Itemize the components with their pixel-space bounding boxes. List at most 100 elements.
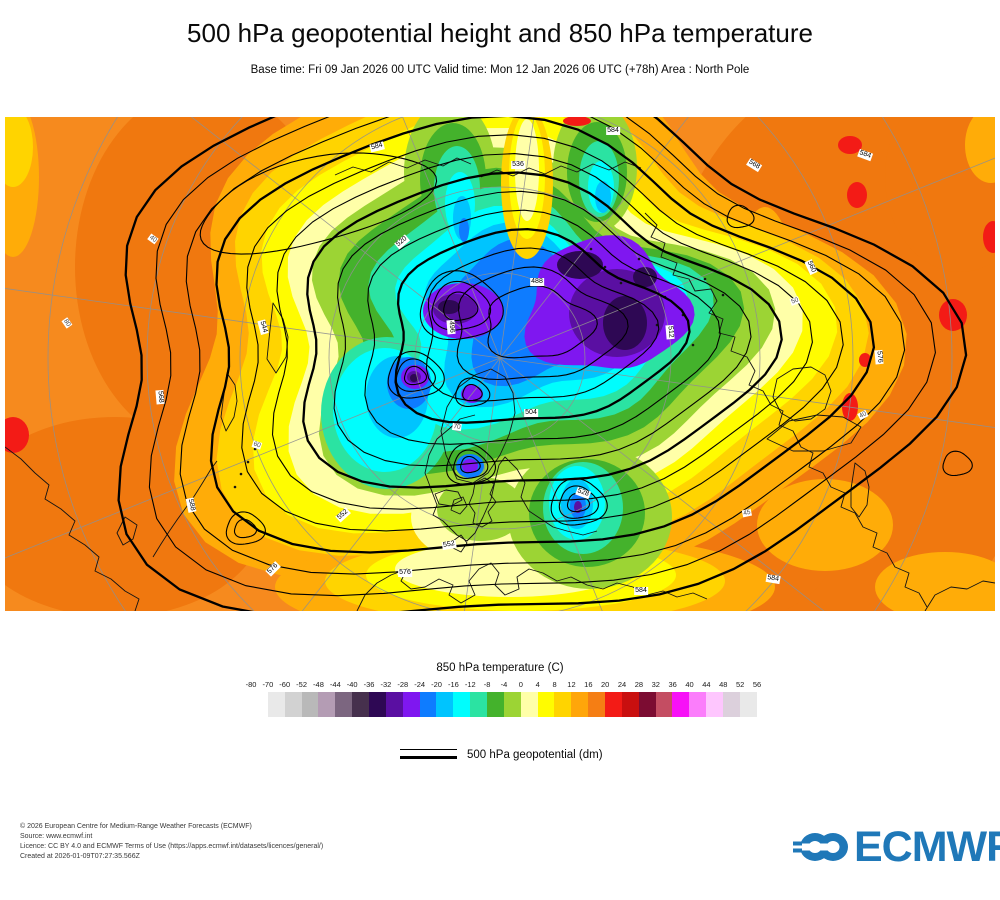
geopotential-thin-line-symbol — [400, 749, 457, 751]
footer-copyright: © 2026 European Centre for Medium-Range … — [20, 823, 252, 830]
temperature-legend-title: 850 hPa temperature (C) — [436, 662, 564, 674]
colorbar-cell — [436, 692, 454, 717]
colorbar-tick-label: 36 — [668, 680, 677, 689]
contour-value-label: 528 — [575, 486, 591, 500]
colorbar-cell — [470, 692, 488, 717]
contour-value-label: 488 — [530, 278, 544, 286]
colorbar-cell — [301, 692, 319, 717]
contour-value-label: 584 — [857, 148, 873, 162]
graticule-value-label: 40 — [147, 233, 159, 245]
colorbar-cell — [638, 692, 656, 717]
colorbar-tick-label: 56 — [752, 680, 762, 689]
footer-created-at: Created at 2026-01-09T07:27:35.566Z — [20, 853, 140, 860]
contour-value-label: 536 — [511, 161, 525, 169]
map-label-overlay: 584 584 584 584 584 588 576 576 576 568 568 560 552 5… — [5, 117, 995, 611]
colorbar-cell — [419, 692, 437, 717]
colorbar-tick-label: 40 — [685, 680, 694, 689]
colorbar-tick-label: -12 — [464, 680, 476, 689]
colorbar-tick-label: -44 — [329, 680, 341, 689]
contour-value-label: 496 — [446, 319, 456, 335]
contour-value-label: 584 — [765, 573, 781, 585]
colorbar-cell — [267, 692, 285, 717]
colorbar-tick-label: -70 — [262, 680, 274, 689]
geopotential-legend-label: 500 hPa geopotential (dm) — [467, 749, 603, 761]
north-pole-weather-map: 584 584 584 584 584 588 576 576 576 568 568 560 552 5… — [5, 117, 995, 611]
colorbar-cell — [588, 692, 606, 717]
colorbar-cell — [453, 692, 471, 717]
contour-value-label: 544 — [257, 319, 269, 335]
colorbar-cell — [520, 692, 538, 717]
colorbar-cell — [621, 692, 639, 717]
colorbar-cell — [369, 692, 386, 717]
colorbar-tick-label: 20 — [601, 680, 610, 689]
colorbar-cell — [605, 692, 622, 717]
ecmwf-logo: ECMWF — [793, 823, 1000, 871]
graticule-value-label: 60 — [251, 440, 263, 450]
temperature-colorbar-ticks: -80 -70 -60 -52 -48 -44 -40 -36 -32 -28 -24 -20 -16-… — [0, 680, 1000, 690]
colorbar-cell — [537, 692, 555, 717]
footer-licence: Licence: CC BY 4.0 and ECMWF Terms of Us… — [20, 843, 324, 850]
colorbar-tick-label: 28 — [634, 680, 644, 689]
graticule-value-label: 80 — [61, 317, 73, 329]
contour-value-label: 568 — [746, 157, 762, 173]
colorbar-cell — [739, 692, 757, 717]
colorbar-tick-label: 48 — [719, 680, 728, 689]
footer-source: Source: www.ecmwf.int — [20, 833, 93, 840]
colorbar-tick-label: 24 — [617, 680, 627, 689]
colorbar-cell — [251, 692, 268, 717]
contour-value-label: 552 — [335, 507, 351, 523]
colorbar-tick-label: -80 — [245, 680, 257, 689]
temperature-colorbar — [251, 692, 757, 717]
colorbar-tick-label: -40 — [346, 680, 358, 689]
graticule-value-label: 70 — [451, 422, 463, 432]
colorbar-tick-label: -60 — [279, 680, 291, 689]
colorbar-tick-label: 52 — [735, 680, 745, 689]
contour-value-label: 576 — [874, 349, 884, 365]
colorbar-cell — [335, 692, 353, 717]
geopotential-contours — [117, 117, 973, 611]
colorbar-tick-label: 0 — [518, 680, 523, 689]
contour-value-label: 552 — [441, 539, 457, 551]
colorbar-cell — [723, 692, 740, 717]
graticule-value-label: 50 — [789, 296, 801, 306]
colorbar-tick-label: -16 — [447, 680, 459, 689]
colorbar-tick-label: 12 — [567, 680, 576, 689]
colorbar-tick-label: 4 — [535, 680, 540, 689]
colorbar-tick-label: -32 — [380, 680, 392, 689]
colorbar-tick-label: 32 — [651, 680, 660, 689]
contour-value-label: 576 — [398, 569, 412, 577]
colorbar-cell — [318, 692, 336, 717]
colorbar-cell — [503, 692, 521, 717]
colorbar-cell — [402, 692, 420, 717]
colorbar-tick-label: 8 — [552, 680, 557, 689]
contour-value-label: 504 — [524, 409, 538, 417]
contour-value-label: 560 — [804, 259, 818, 275]
contour-value-label: 584 — [369, 141, 385, 153]
colorbar-tick-label: -28 — [397, 680, 409, 689]
colorbar-tick-label: -20 — [431, 680, 442, 689]
colorbar-cell — [655, 692, 673, 717]
colorbar-cell — [352, 692, 370, 717]
colorbar-cell — [284, 692, 302, 717]
map-canvas — [5, 117, 995, 611]
colorbar-tick-label: -48 — [313, 680, 324, 689]
graticule-value-label: 45 — [741, 508, 753, 518]
colorbar-tick-label: -36 — [363, 680, 375, 689]
colorbar-tick-label: 44 — [702, 680, 711, 689]
contour-value-label: 512 — [665, 324, 675, 340]
forecast-times-subtitle: Base time: Fri 09 Jan 2026 00 UTC Valid … — [250, 64, 750, 76]
colorbar-tick-label: -52 — [296, 680, 308, 689]
geopotential-thick-line-symbol — [400, 756, 457, 759]
graticule-value-label: 40 — [857, 409, 869, 421]
graticule-grid — [5, 117, 995, 611]
colorbar-cell — [689, 692, 707, 717]
contour-value-label: 568 — [155, 389, 165, 405]
colorbar-cell — [487, 692, 504, 717]
contour-value-label: 576 — [265, 561, 281, 577]
colorbar-cell — [571, 692, 589, 717]
contour-value-label: 520 — [394, 234, 410, 250]
colorbar-tick-label: -24 — [414, 680, 426, 689]
contour-value-label: 584 — [634, 587, 648, 595]
colorbar-tick-label: -4 — [500, 680, 508, 689]
